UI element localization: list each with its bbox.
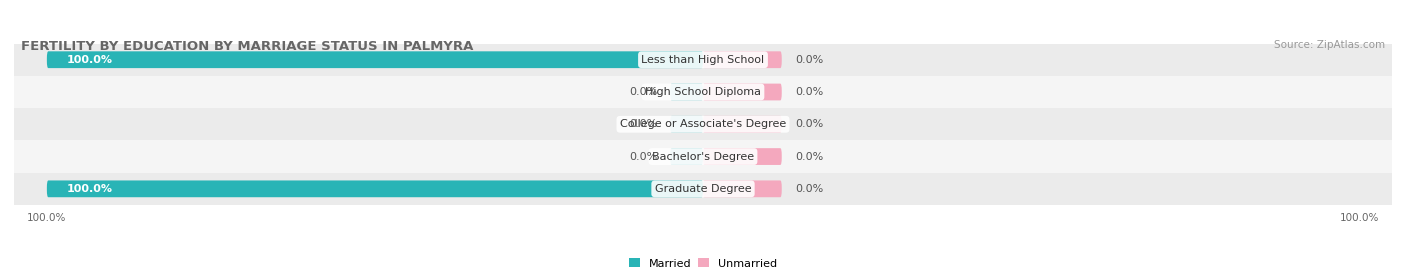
Legend: Married, Unmarried: Married, Unmarried [628,258,778,269]
FancyBboxPatch shape [703,180,782,197]
Text: Less than High School: Less than High School [641,55,765,65]
Bar [14,44,1392,76]
Text: 0.0%: 0.0% [794,119,823,129]
Bar [14,108,1392,140]
FancyBboxPatch shape [46,51,703,68]
Text: 100.0%: 100.0% [66,55,112,65]
Text: 0.0%: 0.0% [794,151,823,162]
Text: College or Associate's Degree: College or Associate's Degree [620,119,786,129]
Text: Bachelor's Degree: Bachelor's Degree [652,151,754,162]
Text: 100.0%: 100.0% [66,184,112,194]
FancyBboxPatch shape [671,116,703,133]
FancyBboxPatch shape [671,148,703,165]
Text: FERTILITY BY EDUCATION BY MARRIAGE STATUS IN PALMYRA: FERTILITY BY EDUCATION BY MARRIAGE STATU… [21,40,474,53]
Bar [14,140,1392,173]
FancyBboxPatch shape [46,180,703,197]
Text: 0.0%: 0.0% [794,87,823,97]
Text: High School Diploma: High School Diploma [645,87,761,97]
FancyBboxPatch shape [703,51,782,68]
FancyBboxPatch shape [703,148,782,165]
Bar [14,173,1392,205]
Bar [14,76,1392,108]
Text: Source: ZipAtlas.com: Source: ZipAtlas.com [1274,40,1385,50]
Text: 0.0%: 0.0% [628,119,657,129]
Text: 0.0%: 0.0% [628,151,657,162]
Text: 0.0%: 0.0% [794,55,823,65]
FancyBboxPatch shape [703,84,782,100]
Text: 0.0%: 0.0% [794,184,823,194]
FancyBboxPatch shape [671,84,703,100]
FancyBboxPatch shape [703,116,782,133]
Text: Graduate Degree: Graduate Degree [655,184,751,194]
Text: 0.0%: 0.0% [628,87,657,97]
